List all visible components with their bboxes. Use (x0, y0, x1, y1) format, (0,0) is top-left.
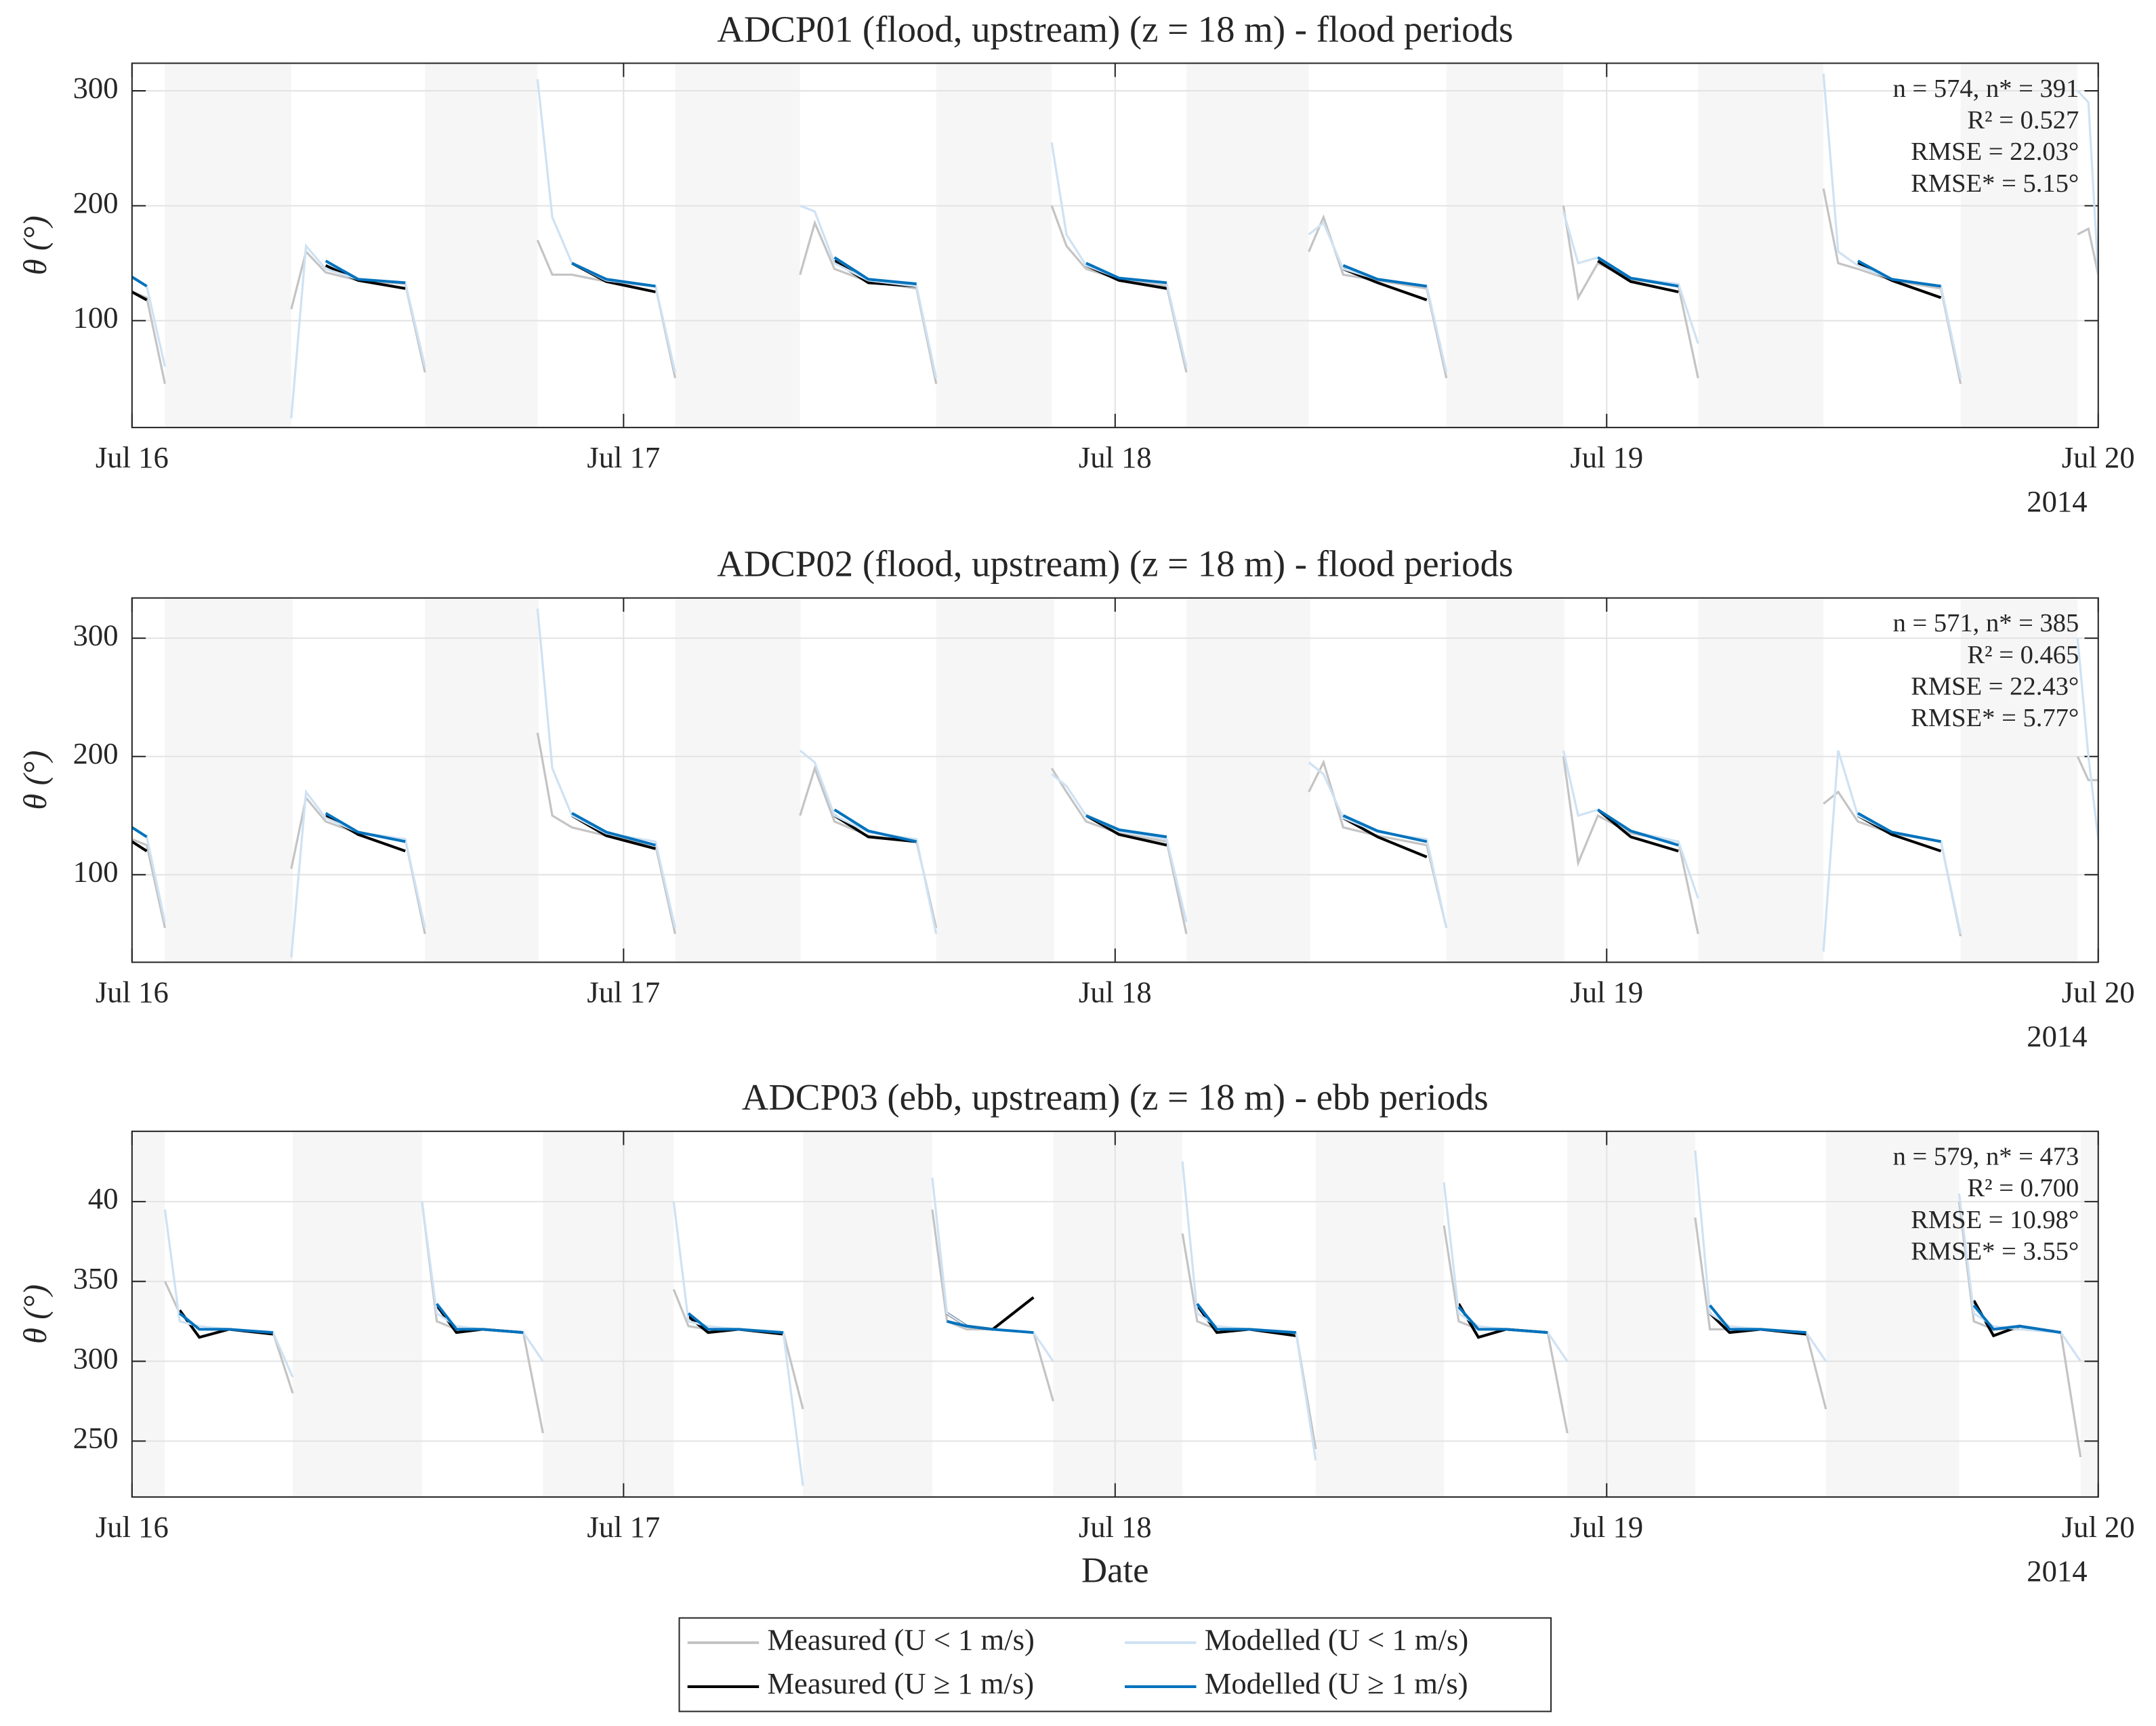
panel: ADCP02 (flood, upstream) (z = 18 m) - fl… (17, 543, 2135, 1053)
x-tick-label: Jul 17 (587, 440, 660, 474)
shaded-period (675, 597, 801, 963)
shaded-period (1053, 1131, 1183, 1497)
x-tick-label: Jul 19 (1570, 440, 1643, 474)
x-tick-label: Jul 19 (1570, 975, 1643, 1009)
x-tick-label: Jul 18 (1079, 975, 1152, 1009)
year-label: 2014 (2027, 1554, 2087, 1588)
x-tick-label: Jul 16 (96, 1510, 169, 1544)
stats-text: R² = 0.465 (1967, 641, 2079, 669)
panel-title: ADCP03 (ebb, upstream) (z = 18 m) - ebb … (742, 1076, 1489, 1118)
x-tick-label: Jul 20 (2062, 1510, 2135, 1544)
stats-text: RMSE* = 3.55° (1911, 1238, 2079, 1266)
stats-text: RMSE = 10.98° (1911, 1206, 2079, 1234)
shaded-period (1567, 1131, 1695, 1497)
panel: ADCP01 (flood, upstream) (z = 18 m) - fl… (17, 8, 2135, 518)
x-tick-label: Jul 17 (587, 1510, 660, 1544)
shaded-period (165, 63, 291, 428)
year-label: 2014 (2027, 1019, 2087, 1053)
x-axis-label: Date (1081, 1551, 1149, 1591)
shaded-period (293, 1131, 422, 1497)
legend-label: Modelled (U ≥ 1 m/s) (1205, 1666, 1468, 1700)
stats-text: R² = 0.700 (1967, 1174, 2079, 1202)
shaded-period (1186, 63, 1309, 428)
x-tick-label: Jul 19 (1570, 1510, 1643, 1544)
legend-label: Measured (U < 1 m/s) (767, 1622, 1034, 1656)
x-tick-label: Jul 16 (96, 975, 169, 1009)
x-tick-label: Jul 16 (96, 440, 169, 474)
x-tick-label: Jul 18 (1079, 1510, 1152, 1544)
legend-label: Modelled (U < 1 m/s) (1205, 1622, 1469, 1656)
y-tick-label: 300 (73, 70, 119, 104)
year-label: 2014 (2027, 484, 2087, 518)
shaded-period (1186, 597, 1310, 963)
y-tick-label: 250 (73, 1421, 119, 1455)
y-axis-label: θ (°) (17, 751, 54, 810)
shaded-period (165, 597, 293, 963)
y-tick-label: 300 (73, 1341, 119, 1375)
y-axis-label: θ (°) (17, 1284, 54, 1344)
y-tick-label: 200 (73, 186, 119, 219)
x-tick-label: Jul 17 (587, 975, 660, 1009)
stats-text: RMSE = 22.03° (1911, 138, 2079, 166)
y-tick-label: 100 (73, 855, 119, 889)
axes-frame (131, 62, 2099, 429)
shaded-period (425, 63, 538, 428)
series-line (131, 256, 1941, 288)
y-tick-label: 300 (73, 618, 119, 652)
stats-text: R² = 0.527 (1967, 106, 2079, 134)
y-axis-label: θ (°) (17, 215, 54, 275)
y-tick-label: 40 (88, 1181, 119, 1215)
shaded-period (1446, 597, 1564, 963)
shaded-period (1698, 597, 1824, 963)
shaded-period (936, 597, 1054, 963)
stats-text: n = 571, n* = 385 (1893, 609, 2079, 637)
shaded-period (543, 1131, 674, 1497)
shaded-period (1960, 597, 2078, 963)
axes-frame (131, 597, 2099, 963)
y-tick-label: 100 (73, 301, 119, 335)
x-tick-label: Jul 20 (2062, 975, 2135, 1009)
shaded-period (1698, 63, 1824, 428)
series-line (131, 808, 1941, 847)
panel: ADCP03 (ebb, upstream) (z = 18 m) - ebb … (17, 1076, 2135, 1591)
y-tick-label: 350 (73, 1261, 119, 1295)
panel-title: ADCP01 (flood, upstream) (z = 18 m) - fl… (717, 8, 1513, 49)
stats-text: n = 574, n* = 391 (1893, 75, 2079, 103)
series-line (178, 1303, 2061, 1334)
stats-text: RMSE* = 5.15° (1911, 169, 2079, 198)
legend: Measured (U < 1 m/s) Measured (U ≥ 1 m/s)… (678, 1617, 1552, 1712)
y-tick-label: 200 (73, 736, 119, 770)
shaded-period (1446, 63, 1564, 428)
legend-box (678, 1617, 1552, 1712)
shaded-period (675, 63, 800, 428)
shaded-period (131, 1131, 165, 1497)
series-line (131, 808, 1942, 859)
shaded-period (1315, 1131, 1445, 1497)
stats-text: RMSE* = 5.77° (1911, 704, 2079, 732)
panel-title: ADCP02 (flood, upstream) (z = 18 m) - fl… (717, 543, 1513, 585)
shaded-period (803, 1131, 932, 1497)
shaded-period (1825, 1131, 1960, 1497)
shaded-period (2080, 1131, 2098, 1497)
shaded-period (936, 63, 1052, 428)
shaded-period (1960, 63, 2078, 428)
x-tick-label: Jul 20 (2062, 440, 2135, 474)
stats-text: RMSE = 22.43° (1911, 673, 2079, 701)
shaded-period (425, 597, 539, 963)
legend-label: Measured (U ≥ 1 m/s) (767, 1666, 1034, 1700)
axes-frame (131, 1131, 2099, 1498)
x-tick-label: Jul 18 (1079, 440, 1152, 474)
stats-text: n = 579, n* = 473 (1893, 1143, 2079, 1171)
